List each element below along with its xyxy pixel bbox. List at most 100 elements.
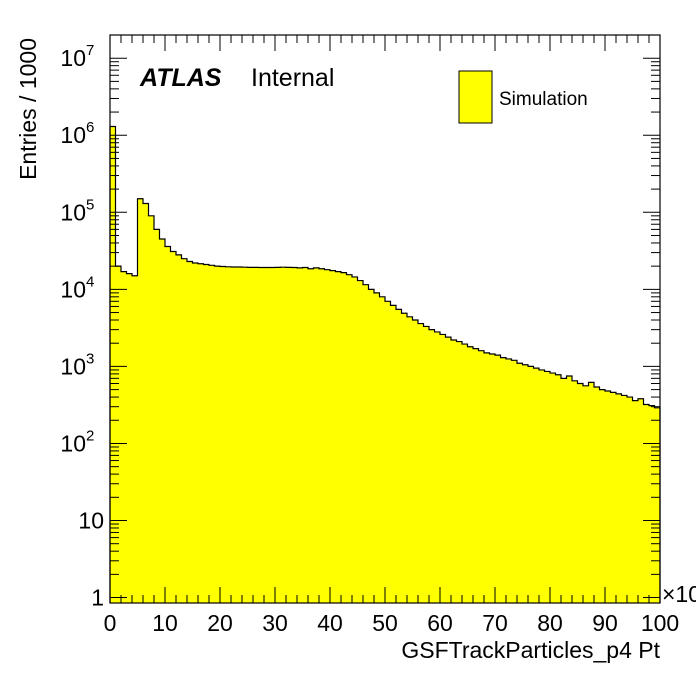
- histogram-bin: [154, 229, 160, 603]
- histogram-bin: [231, 267, 237, 603]
- histogram-bin: [159, 239, 166, 603]
- histogram-bin: [374, 292, 380, 603]
- histogram-bin: [313, 267, 320, 603]
- histogram-bin: [418, 323, 424, 603]
- histogram-bin: [280, 267, 287, 603]
- legend-label-simulation: Simulation: [499, 89, 588, 110]
- histogram-outline: [109, 125, 661, 603]
- histogram-bin: [220, 266, 226, 603]
- histogram-bin: [357, 280, 364, 603]
- plot-frame: [109, 34, 661, 604]
- histogram-bin: [484, 352, 490, 603]
- x-tick-label: 70: [482, 610, 508, 636]
- x-tick-label: 50: [372, 610, 398, 636]
- histogram-bin: [203, 264, 210, 603]
- legend: Simulation: [458, 70, 588, 124]
- histogram-bin: [165, 246, 171, 604]
- histogram-bin: [522, 364, 529, 603]
- histogram-bin: [643, 404, 650, 603]
- x-multiplier: ×103: [662, 579, 696, 607]
- legend-swatch-simulation: [458, 70, 493, 124]
- histogram-bin: [605, 390, 611, 603]
- histogram-bin: [478, 350, 485, 603]
- histogram-bin: [110, 126, 116, 603]
- histogram-bin: [275, 267, 281, 603]
- histogram-bin: [632, 400, 639, 603]
- histogram-bin: [143, 203, 149, 603]
- y-tick-label: 10: [60, 276, 86, 302]
- histogram-bin: [627, 397, 633, 603]
- histogram-bin: [126, 273, 133, 603]
- x-tick-label: 10: [152, 610, 178, 636]
- histogram-bin: [572, 380, 578, 603]
- y-tick-exponent: 2: [86, 427, 94, 444]
- histogram-bin: [550, 373, 556, 603]
- x-tick-label: 80: [537, 610, 563, 636]
- histogram-bin: [429, 329, 435, 603]
- histogram-bin: [434, 331, 441, 603]
- histogram-bin: [236, 267, 243, 603]
- y-axis-title: Entries / 1000: [15, 38, 41, 180]
- histogram-bin: [407, 316, 413, 603]
- histogram-bin: [379, 296, 386, 603]
- histogram-bin: [385, 301, 391, 603]
- histogram-bin: [401, 313, 408, 603]
- histogram-bin: [302, 267, 309, 603]
- histogram-bin: [390, 305, 397, 603]
- histogram-bin: [335, 271, 342, 603]
- histogram-bin: [440, 334, 446, 603]
- histogram-bin: [198, 263, 204, 603]
- histogram-bin: [412, 320, 419, 603]
- atlas-label: ATLAS: [139, 64, 222, 92]
- histogram-bin: [209, 265, 215, 603]
- histogram-bin: [214, 266, 221, 603]
- histogram-bin: [247, 267, 254, 603]
- histogram-bin: [192, 262, 199, 603]
- histogram-bin: [539, 369, 545, 603]
- y-tick-label: 10: [60, 199, 86, 225]
- x-tick-labels: 0 10 20 30 40 50 60 70 80 90 100: [104, 610, 680, 636]
- histogram-bin: [121, 271, 127, 603]
- histogram-bin: [555, 374, 562, 603]
- y-tick-label: 10: [78, 508, 104, 534]
- y-tick-exponent: 7: [86, 42, 94, 59]
- y-tick-label: 10: [60, 45, 86, 71]
- histogram-bin: [253, 267, 259, 603]
- x-axis-title: GSFTrackParticles_p4 Pt: [401, 637, 660, 663]
- y-tick-exponent: 5: [86, 196, 94, 213]
- histogram-bin: [511, 360, 518, 603]
- histogram-layer: [109, 125, 661, 604]
- x-tick-label: 20: [207, 610, 233, 636]
- x-tick-label: 60: [427, 610, 453, 636]
- histogram-bin: [451, 340, 457, 603]
- histogram-bin: [269, 267, 276, 603]
- histogram-bin: [638, 398, 644, 603]
- y-tick-label: 10: [60, 353, 86, 379]
- histogram-bin: [368, 289, 375, 603]
- histogram-bin: [258, 267, 265, 603]
- histogram-bin: [324, 269, 331, 603]
- histogram-bin: [264, 267, 270, 603]
- histogram-bin: [115, 266, 122, 603]
- histogram-bin: [297, 267, 303, 603]
- histogram-bin: [319, 268, 325, 603]
- histogram-bin: [242, 267, 248, 603]
- histogram-bin: [517, 363, 523, 603]
- histogram-bin: [137, 198, 144, 604]
- x-tick-label: 40: [317, 610, 343, 636]
- histogram-bin: [181, 258, 188, 603]
- histogram-bin: [577, 383, 584, 603]
- histogram-bin: [544, 371, 551, 603]
- y-tick-exponent: 6: [86, 119, 94, 136]
- internal-label: Internal: [251, 64, 334, 92]
- histogram-bin: [500, 357, 507, 603]
- histogram-bin: [170, 251, 177, 604]
- histogram-bin: [610, 392, 617, 603]
- y-tick-exponent: 4: [86, 273, 94, 290]
- x-tick-label: 0: [104, 610, 117, 636]
- histogram-bin: [473, 348, 479, 603]
- histogram-bin: [423, 326, 430, 603]
